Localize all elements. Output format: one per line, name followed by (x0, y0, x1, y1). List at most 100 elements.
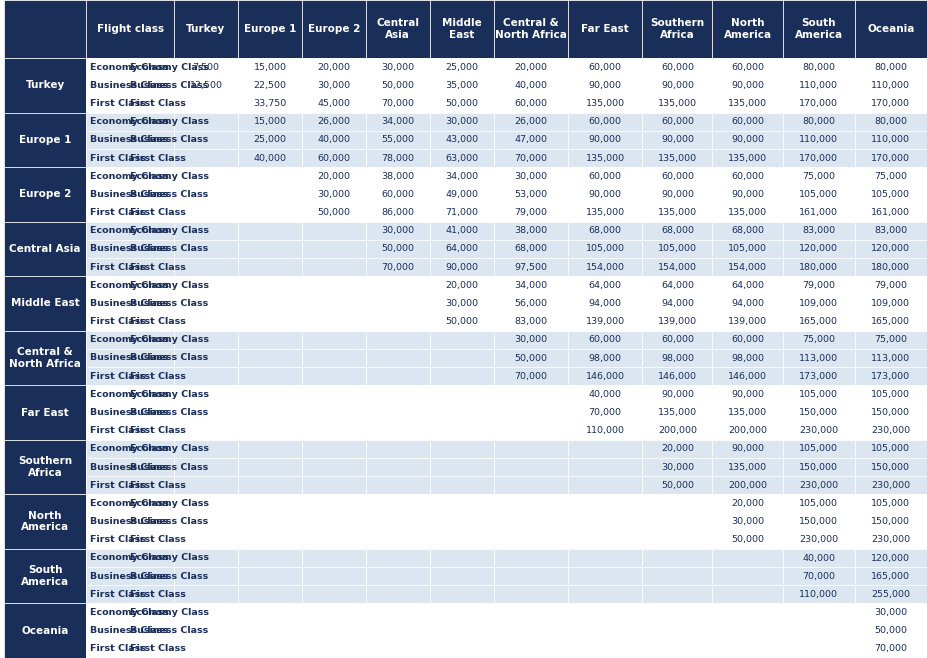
Text: First Class: First Class (130, 372, 186, 381)
Bar (855, 367, 927, 386)
Text: 170,000: 170,000 (871, 153, 910, 163)
Text: 60,000: 60,000 (514, 99, 548, 108)
Text: 170,000: 170,000 (799, 99, 838, 108)
Text: 55,000: 55,000 (381, 136, 414, 144)
Bar (642, 131, 713, 149)
Text: First Class: First Class (130, 426, 186, 435)
Bar (86, 349, 174, 367)
Bar (4, 167, 86, 222)
Bar (86, 458, 174, 476)
Bar (86, 0, 174, 58)
Bar (782, 313, 855, 331)
Bar (568, 186, 642, 203)
Bar (782, 331, 855, 349)
Text: 30,000: 30,000 (874, 608, 908, 617)
Text: First Class: First Class (90, 426, 146, 435)
Bar (642, 240, 713, 258)
Bar (302, 440, 366, 458)
Text: 105,000: 105,000 (586, 244, 625, 253)
Text: 50,000: 50,000 (874, 626, 908, 635)
Bar (494, 422, 568, 440)
Bar (430, 567, 494, 585)
Text: 165,000: 165,000 (799, 317, 838, 326)
Text: Economy Class: Economy Class (90, 444, 169, 453)
Bar (713, 94, 782, 113)
Text: 105,000: 105,000 (799, 390, 838, 399)
Bar (642, 567, 713, 585)
Text: 90,000: 90,000 (589, 190, 622, 199)
Bar (86, 113, 174, 131)
Text: 45,000: 45,000 (317, 99, 350, 108)
Bar (238, 240, 302, 258)
Bar (302, 131, 366, 149)
Bar (568, 0, 642, 58)
Bar (642, 386, 713, 403)
Bar (4, 603, 86, 658)
Text: 40,000: 40,000 (317, 136, 350, 144)
Bar (568, 622, 642, 640)
Text: 38,000: 38,000 (381, 172, 414, 181)
Text: 50,000: 50,000 (317, 208, 350, 217)
Bar (713, 458, 782, 476)
Bar (855, 622, 927, 640)
Text: Business Class: Business Class (90, 408, 169, 417)
Text: 60,000: 60,000 (661, 336, 694, 344)
Text: First Class: First Class (130, 263, 186, 272)
Bar (302, 603, 366, 622)
Text: First Class: First Class (90, 263, 146, 272)
Bar (494, 222, 568, 240)
Bar (366, 222, 430, 240)
Bar (366, 240, 430, 258)
Bar (174, 113, 238, 131)
Bar (494, 367, 568, 386)
Bar (568, 94, 642, 113)
Bar (86, 549, 174, 567)
Bar (86, 440, 174, 458)
Text: 173,000: 173,000 (871, 372, 910, 381)
Bar (302, 494, 366, 513)
Bar (302, 476, 366, 494)
Bar (86, 240, 174, 258)
Bar (855, 458, 927, 476)
Text: 64,000: 64,000 (661, 281, 694, 290)
Bar (855, 58, 927, 76)
Bar (238, 258, 302, 276)
Text: 40,000: 40,000 (802, 553, 835, 563)
Bar (302, 349, 366, 367)
Text: Economy Class: Economy Class (90, 281, 169, 290)
Bar (86, 640, 174, 658)
Bar (782, 476, 855, 494)
Bar (855, 113, 927, 131)
Bar (4, 222, 86, 276)
Text: 90,000: 90,000 (661, 136, 694, 144)
Bar (642, 94, 713, 113)
Text: 70,000: 70,000 (514, 153, 548, 163)
Bar (713, 386, 782, 403)
Bar (782, 113, 855, 131)
Text: 255,000: 255,000 (871, 590, 910, 599)
Bar (713, 167, 782, 186)
Text: 90,000: 90,000 (731, 136, 764, 144)
Bar (642, 113, 713, 131)
Text: Central &
North Africa: Central & North Africa (9, 347, 81, 368)
Text: 98,000: 98,000 (589, 353, 622, 363)
Text: 30,000: 30,000 (317, 190, 350, 199)
Bar (302, 386, 366, 403)
Bar (782, 94, 855, 113)
Bar (430, 622, 494, 640)
Text: Business Class: Business Class (90, 572, 169, 580)
Text: 120,000: 120,000 (871, 244, 910, 253)
Text: 50,000: 50,000 (514, 353, 548, 363)
Bar (855, 640, 927, 658)
Text: Business Class: Business Class (90, 299, 169, 308)
Bar (366, 258, 430, 276)
Text: Economy Class: Economy Class (130, 172, 210, 181)
Bar (494, 476, 568, 494)
Bar (86, 585, 174, 603)
Bar (366, 567, 430, 585)
Text: 105,000: 105,000 (799, 499, 838, 508)
Bar (713, 422, 782, 440)
Text: 230,000: 230,000 (871, 481, 910, 490)
Text: 135,000: 135,000 (586, 153, 625, 163)
Bar (86, 222, 174, 240)
